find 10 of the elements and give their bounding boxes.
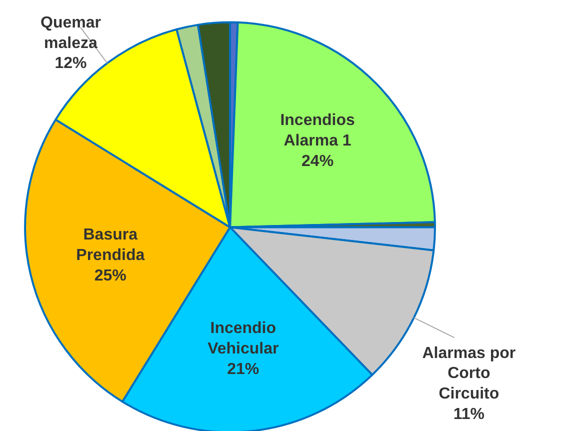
slice-label: Basura Prendida [76,226,145,264]
slice-label: Incendios Alarma 1 [280,112,355,150]
data-label: 12% [54,55,87,72]
data-label: 25% [94,267,126,284]
data-label: 11% [453,406,485,424]
slice-label: Incendio Vehicular [208,320,279,358]
slice-label: Quemar maleza [40,14,101,52]
slice-label: Alarmas por Corto Circuito [422,344,516,403]
data-label: 21% [227,360,260,378]
data-label: 24% [302,153,334,170]
